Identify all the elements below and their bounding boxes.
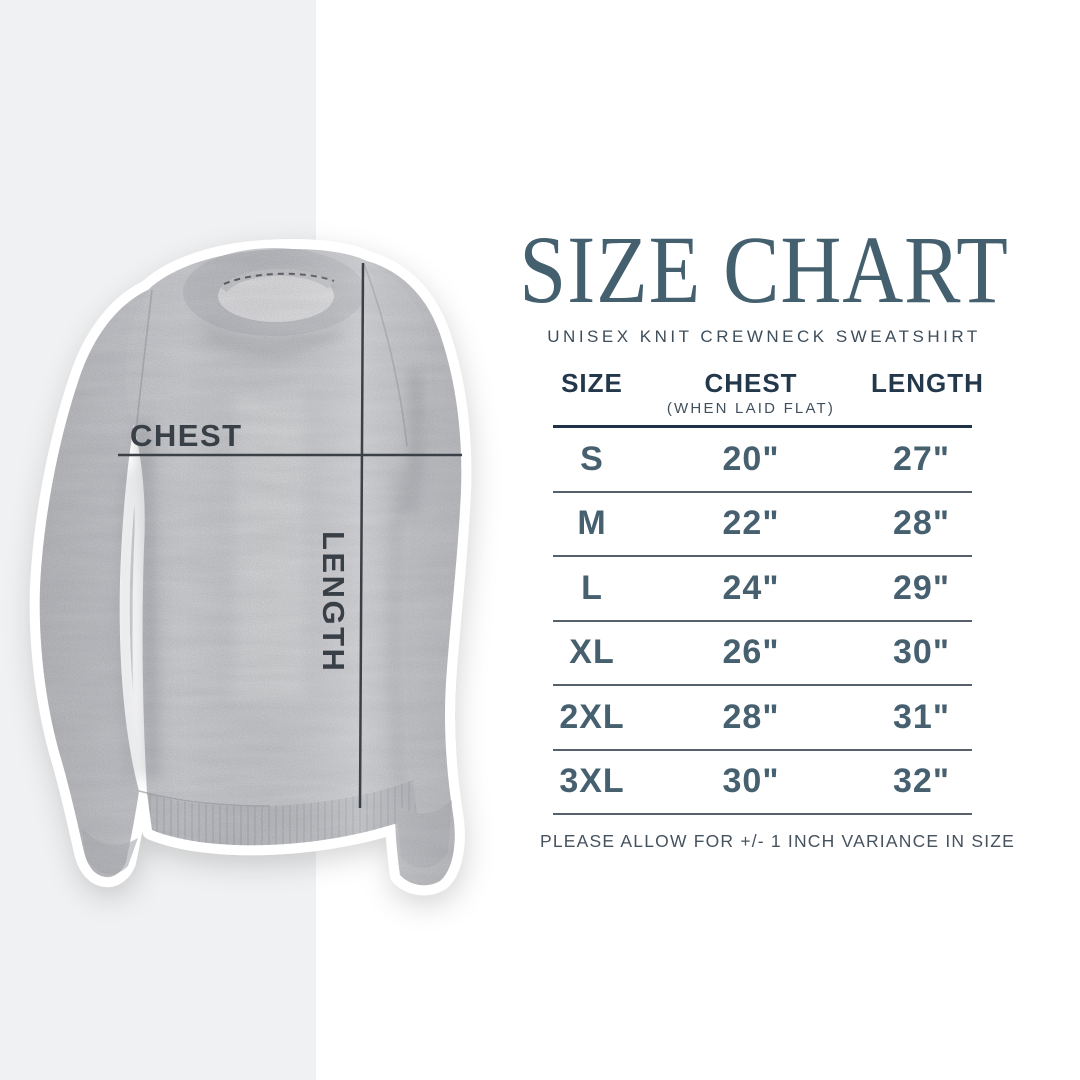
column-header-chest: CHEST (WHEN LAID FLAT) [631, 370, 871, 416]
size-table-header: SIZE CHEST (WHEN LAID FLAT) LENGTH [553, 368, 984, 428]
chest-subnote: (WHEN LAID FLAT) [666, 400, 836, 417]
sweatshirt-illustration: CHEST LENGTH [29, 239, 472, 896]
sweatshirt-texture [39, 249, 462, 886]
size-cell: 3XL [559, 762, 625, 801]
size-cell: 2XL [559, 697, 625, 736]
length-cell: 32" [893, 762, 950, 801]
size-cell: S [580, 439, 604, 478]
size-table: SIZE CHEST (WHEN LAID FLAT) LENGTH S 20"… [553, 368, 984, 815]
table-row: XL 26" 30" [553, 622, 972, 686]
chest-cell: 28" [722, 697, 780, 736]
size-cell: L [581, 568, 603, 607]
table-row: 3XL 30" 32" [553, 751, 972, 815]
table-row: S 20" 27" [553, 428, 972, 493]
size-cell: M [577, 504, 607, 543]
chest-cell: 24" [722, 568, 780, 607]
chest-cell: 22" [722, 504, 780, 543]
page-title: SIZE CHART [519, 216, 1009, 323]
length-cell: 27" [893, 439, 950, 478]
length-cell: 28" [893, 504, 950, 543]
length-cell: 29" [893, 568, 950, 607]
table-row: L 24" 29" [553, 557, 972, 622]
length-label: LENGTH [316, 531, 351, 673]
length-cell: 31" [893, 697, 950, 736]
page-subtitle: UNISEX KNIT CREWNECK SWEATSHIRT [547, 327, 981, 346]
size-cell: XL [569, 633, 615, 672]
measurement-annotations: CHEST LENGTH [118, 262, 462, 809]
variance-note: PLEASE ALLOW FOR +/- 1 INCH VARIANCE IN … [540, 831, 1016, 851]
column-header-length: LENGTH [871, 368, 984, 398]
table-row: 2XL 28" 31" [553, 686, 972, 751]
table-row: M 22" 28" [553, 493, 972, 557]
length-cell: 30" [893, 633, 950, 672]
length-measure-line [358, 262, 365, 809]
chest-cell: 30" [722, 762, 780, 801]
column-header-size: SIZE [561, 368, 623, 398]
chest-label: CHEST [130, 418, 243, 453]
chest-cell: 20" [722, 439, 780, 478]
chest-cell: 26" [722, 633, 780, 672]
